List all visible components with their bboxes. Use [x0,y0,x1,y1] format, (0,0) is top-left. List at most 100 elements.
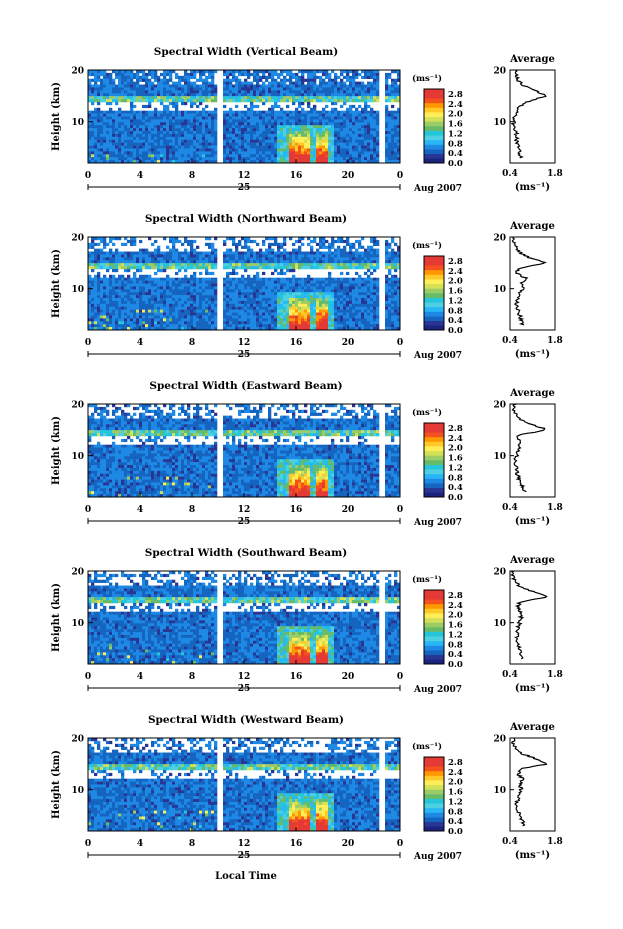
heatmap-cell [286,254,290,258]
heatmap-cell [193,160,197,164]
heatmap-cell [331,245,335,249]
heatmap-cell [280,72,284,77]
heatmap-cell [334,148,338,152]
colorbar-tick-label: 1.2 [448,129,463,139]
heatmap-cell [307,104,311,109]
heatmap-cell [286,257,290,261]
heatmap-cell [88,113,92,117]
heatmap-cell [178,283,182,287]
heatmap-cell [148,283,152,287]
heatmap-cell [142,263,146,267]
heatmap-cell [367,306,371,310]
heatmap-cell [286,280,290,284]
heatmap-cell [175,125,179,129]
heatmap-cell [94,99,98,103]
heatmap-cell [313,292,317,296]
heatmap-cell [253,295,257,299]
heatmap-cell [157,289,161,293]
heatmap-cell [139,306,143,310]
heatmap-cell [172,257,176,261]
heatmap-cell [292,300,296,305]
heatmap-cell [388,96,392,100]
heatmap-cell [109,274,113,278]
heatmap-cell [292,93,296,97]
heatmap-cell [187,99,191,103]
heatmap-cell [187,131,191,135]
heatmap-cell [367,96,371,100]
heatmap-cell [328,75,332,80]
heatmap-cell [193,139,197,143]
heatmap-cell [199,160,203,164]
heatmap-cell [319,99,323,103]
heatmap-cell [388,128,392,132]
heatmap-cell [292,119,296,123]
heatmap-cell [298,303,302,308]
heatmap-cell [151,113,155,117]
heatmap-cell [151,70,155,74]
heatmap-cell [262,75,266,80]
heatmap-cell [166,87,170,91]
heatmap-cell [337,99,341,103]
heatmap-cell [118,125,122,129]
heatmap-cell [190,101,194,106]
heatmap-cell [385,145,389,149]
heatmap-cell [169,75,173,80]
heatmap-cell [163,303,167,308]
heatmap-cell [97,271,101,276]
heatmap-cell [361,84,365,88]
heatmap-cell [184,295,188,299]
heatmap-cell [223,104,227,109]
heatmap-cell [130,148,134,152]
heatmap-cell [265,277,269,281]
heatmap-cell [130,128,134,132]
heatmap-cell [334,93,338,97]
heatmap-cell [316,142,320,146]
heatmap-cell [286,295,290,299]
heatmap-cell [301,254,305,258]
heatmap-cell [124,136,128,141]
heatmap-cell [205,298,209,302]
heatmap-cell [328,303,332,308]
heatmap-cell [361,125,365,129]
heatmap-cell [334,131,338,135]
heatmap-cell [112,90,116,94]
heatmap-cell [337,113,341,117]
heatmap-cell [265,122,269,126]
heatmap-cell [208,254,212,258]
heatmap-cell [106,148,110,152]
heatmap-cell [169,128,173,132]
heatmap-cell [232,99,236,103]
heatmap-cell [376,277,380,281]
heatmap-cell [355,260,359,264]
heatmap-cell [301,266,305,270]
heatmap-cell [172,292,176,296]
heatmap-cell [133,298,137,302]
heatmap-cell [181,286,185,290]
heatmap-cell [256,298,260,302]
heatmap-cell [208,70,212,74]
heatmap-cell [289,84,293,88]
heatmap-cell [214,254,218,258]
heatmap-cell [232,113,236,117]
heatmap-cell [202,148,206,152]
heatmap-cell [394,154,398,158]
heatmap-cell [301,125,305,129]
heatmap-cell [316,306,320,310]
heatmap-cell [337,303,341,308]
heatmap-cell [121,254,125,258]
heatmap-cell [139,295,143,299]
heatmap-cell [196,286,200,290]
heatmap-cell [319,84,323,88]
heatmap-cell [277,242,281,247]
heatmap-cell [145,128,149,132]
heatmap-cell [346,119,350,123]
heatmap-cell [115,116,119,120]
heatmap-cell [148,110,152,114]
heatmap-cell [133,280,137,284]
heatmap-cell [109,125,113,129]
heatmap-cell [397,257,401,261]
heatmap-cell [136,99,140,103]
heatmap-cell [103,87,107,91]
heatmap-cell [316,280,320,284]
heatmap-cell [355,81,359,85]
